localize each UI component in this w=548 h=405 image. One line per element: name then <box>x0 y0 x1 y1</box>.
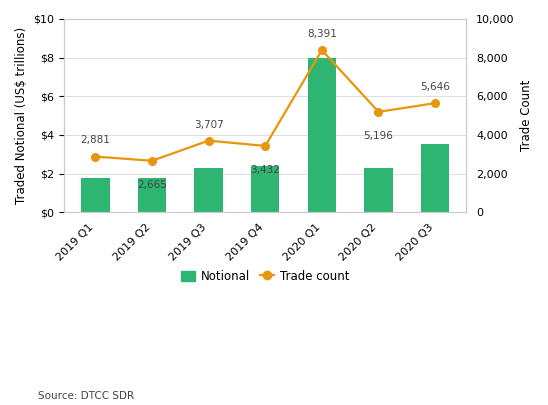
Text: 5,196: 5,196 <box>363 131 393 141</box>
Text: 3,432: 3,432 <box>250 165 280 175</box>
Text: 8,391: 8,391 <box>307 29 337 39</box>
Bar <box>308 58 336 212</box>
Text: 2,665: 2,665 <box>137 180 167 190</box>
Y-axis label: Traded Notional (US$ trillions): Traded Notional (US$ trillions) <box>15 27 28 204</box>
Bar <box>81 179 110 212</box>
Y-axis label: Trade Count: Trade Count <box>520 80 533 151</box>
Text: 2,881: 2,881 <box>81 136 110 145</box>
Trade count <box>318 48 325 53</box>
Line: Trade count: Trade count <box>92 46 439 164</box>
Bar <box>195 168 223 212</box>
Bar <box>421 144 449 212</box>
Bar <box>138 179 166 212</box>
Bar <box>251 166 279 212</box>
Trade count <box>206 138 212 143</box>
Text: Source: DTCC SDR: Source: DTCC SDR <box>38 391 134 401</box>
Legend: Notional, Trade count: Notional, Trade count <box>176 265 354 288</box>
Trade count <box>432 101 438 106</box>
Bar <box>364 168 392 212</box>
Trade count <box>262 143 269 148</box>
Trade count <box>149 158 155 163</box>
Trade count <box>92 154 99 159</box>
Text: 3,707: 3,707 <box>194 119 224 130</box>
Trade count <box>375 109 382 114</box>
Text: 5,646: 5,646 <box>420 82 450 92</box>
